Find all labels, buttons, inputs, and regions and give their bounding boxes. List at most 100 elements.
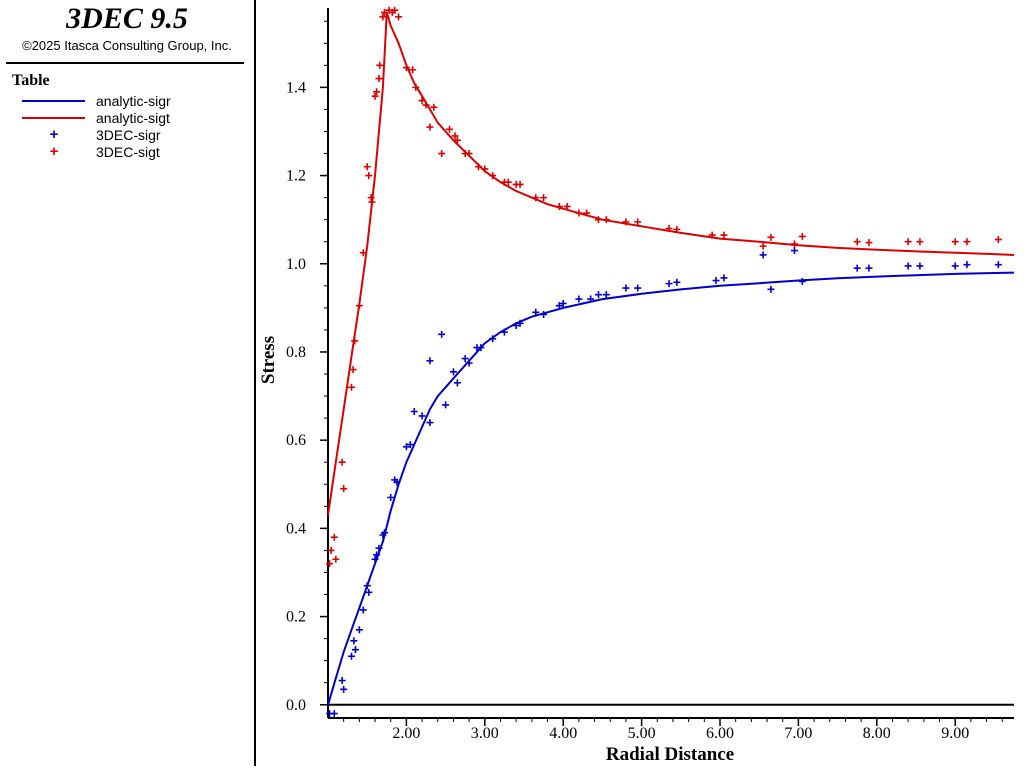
- data-point: [540, 310, 548, 318]
- data-point: [402, 64, 410, 72]
- app-title: 3DEC 9.5: [66, 2, 188, 35]
- data-point: [708, 231, 716, 239]
- data-point: [720, 231, 728, 239]
- data-point: [798, 277, 806, 285]
- data-point: [449, 368, 457, 376]
- data-point: [963, 261, 971, 269]
- legend-label: 3DEC-sigr: [96, 127, 161, 143]
- data-point: [348, 383, 356, 391]
- data-point: [350, 637, 358, 645]
- legend-item-analytic-sigr: analytic-sigr: [0, 93, 250, 109]
- x-tick-label: 6.00: [706, 725, 734, 742]
- data-point: [575, 209, 583, 217]
- data-point: [587, 295, 595, 303]
- data-point: [712, 277, 720, 285]
- data-point: [500, 328, 508, 336]
- legend-label: analytic-sigr: [96, 93, 171, 109]
- y-tick-label: 0.6: [286, 432, 306, 449]
- data-point: [327, 546, 335, 554]
- data-point: [418, 412, 426, 420]
- data-point: [359, 606, 367, 614]
- series-line: [327, 12, 1015, 516]
- data-point: [665, 280, 673, 288]
- series-analytic-sigr: [327, 271, 1015, 706]
- data-point: [865, 264, 873, 272]
- series-3DEC-sigr: [326, 247, 1002, 718]
- data-point: [376, 61, 384, 69]
- data-point: [348, 652, 356, 660]
- data-point: [338, 458, 346, 466]
- data-point: [532, 308, 540, 316]
- data-point: [865, 239, 873, 247]
- data-point: [904, 262, 912, 270]
- data-point: [994, 236, 1002, 244]
- data-point: [475, 163, 483, 171]
- data-point: [673, 225, 681, 233]
- data-point: [516, 319, 524, 327]
- data-point: [380, 8, 388, 16]
- x-tick-label: 8.00: [863, 725, 891, 742]
- data-point: [365, 172, 373, 180]
- data-point: [442, 401, 450, 409]
- data-point: [380, 529, 388, 537]
- data-point: [759, 242, 767, 250]
- data-point: [465, 359, 473, 367]
- data-point: [359, 249, 367, 257]
- x-tick-label: 5.00: [628, 725, 656, 742]
- data-point: [853, 238, 861, 246]
- axes: 0.0 0.2 0.4 0.6 0.8 1.0 1.2 1.4 2.00 3.00 4.00 5.00…: [286, 8, 1014, 742]
- data-point: [451, 132, 459, 140]
- x-tick-label: 9.00: [941, 725, 969, 742]
- plus-marker-icon: +: [49, 143, 59, 160]
- data-point: [375, 75, 383, 83]
- data-point: [409, 66, 417, 74]
- legend-item-3dec-sigr: + 3DEC-sigr: [0, 126, 250, 144]
- data-point: [461, 355, 469, 363]
- plus-marker-icon: +: [49, 126, 59, 143]
- data-point: [363, 582, 371, 590]
- data-point: [994, 261, 1002, 269]
- data-point: [395, 13, 403, 21]
- x-tick-label: 3.00: [471, 725, 499, 742]
- data-point: [438, 150, 446, 158]
- data-point: [422, 101, 430, 109]
- data-point: [368, 198, 376, 206]
- y-tick-label: 0.8: [286, 344, 306, 361]
- data-point: [379, 13, 387, 21]
- data-point: [583, 209, 591, 217]
- data-point: [453, 379, 461, 387]
- data-point: [330, 710, 338, 718]
- data-point: [665, 224, 673, 232]
- y-tick-label: 1.4: [286, 79, 306, 96]
- data-point: [349, 366, 357, 374]
- data-point: [916, 238, 924, 246]
- y-tick-label: 1.0: [286, 256, 306, 273]
- data-point: [477, 344, 485, 352]
- data-point: [555, 302, 563, 310]
- x-tick-label: 7.00: [784, 725, 812, 742]
- data-point: [453, 136, 461, 144]
- data-point: [504, 178, 512, 186]
- series-3DEC-sigt: [326, 6, 1002, 568]
- data-point: [402, 443, 410, 451]
- stress-chart: 0.0 0.2 0.4 0.6 0.8 1.0 1.2 1.4 2.00 3.00 4.00 5.00…: [258, 6, 1015, 765]
- data-point: [540, 194, 548, 202]
- data-point: [532, 194, 540, 202]
- data-point: [426, 357, 434, 365]
- series-line: [327, 271, 1015, 706]
- x-tick-label: 2.00: [392, 725, 420, 742]
- data-point: [759, 251, 767, 259]
- data-point: [512, 322, 520, 330]
- copyright-text: ©2025 Itasca Consulting Group, Inc.: [22, 38, 232, 53]
- data-point: [516, 180, 524, 188]
- data-point: [563, 202, 571, 210]
- data-point: [355, 626, 363, 634]
- data-point: [798, 232, 806, 240]
- legend-line-swatch: [22, 117, 85, 119]
- data-point: [351, 646, 359, 654]
- y-tick-label: 0.0: [286, 697, 306, 714]
- data-point: [371, 92, 379, 100]
- data-point: [481, 165, 489, 173]
- legend-label: analytic-sigt: [96, 110, 170, 126]
- data-point: [673, 278, 681, 286]
